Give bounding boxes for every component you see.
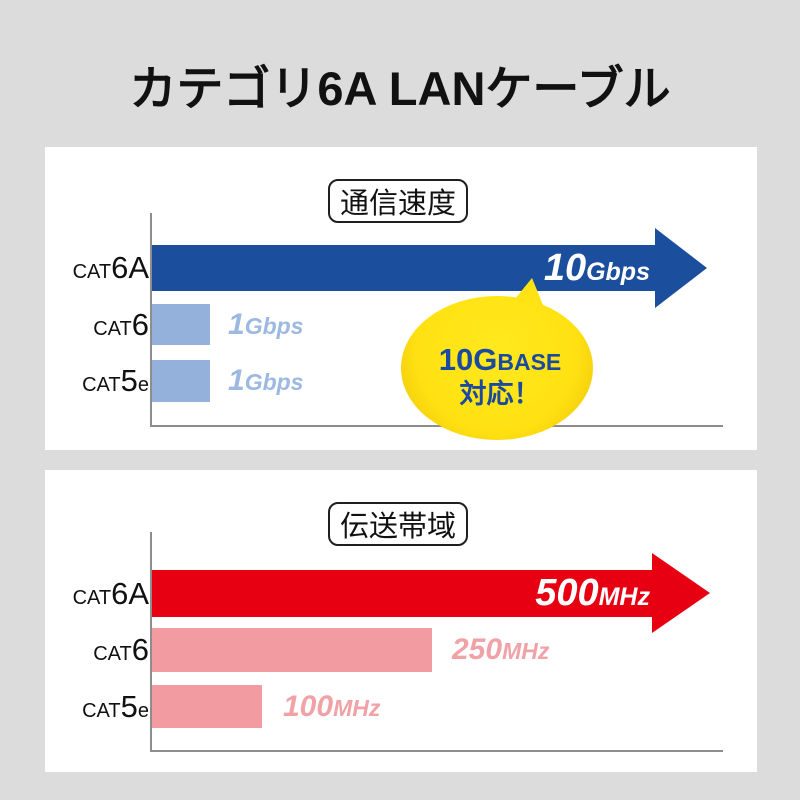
value-unit: MHz: [333, 695, 381, 721]
speed-bar-cat6a: [152, 245, 655, 291]
value-number: 1: [228, 308, 245, 341]
bandwidth-chart-title: 伝送帯域: [339, 511, 456, 543]
speed-row-label-cat6a: CAT6A: [53, 245, 149, 291]
value-number: 500: [535, 572, 599, 614]
speed-value-cat6a: 10Gbps: [445, 245, 650, 291]
cat-main: 6: [131, 307, 149, 342]
cat-prefix: CAT: [82, 700, 121, 722]
bubble-line-2: 対応！: [459, 379, 541, 410]
cat-prefix: CAT: [93, 643, 132, 665]
cat-suffix: e: [137, 374, 149, 396]
speed-bar-cat5e: [152, 360, 210, 402]
bandwidth-row-label-cat6a: CAT6A: [53, 570, 149, 617]
bubble-small-text: BASE: [497, 349, 562, 375]
bandwidth-chart-panel: 伝送帯域 CAT6A 500MHz CAT6 250MHz CAT5e 100M…: [45, 470, 757, 772]
speed-chart-title: 通信速度: [339, 188, 456, 220]
cat-prefix: CAT: [82, 374, 121, 396]
bandwidth-value-cat5e: 100MHz: [283, 685, 380, 728]
bandwidth-y-axis: [150, 532, 152, 752]
value-unit: Gbps: [244, 369, 304, 395]
cat-suffix: e: [137, 700, 149, 722]
bandwidth-bar-cat5e: [152, 685, 262, 728]
cat-prefix: CAT: [93, 318, 132, 340]
cat-main: 5: [120, 689, 138, 724]
bubble-line-1: 10GBASE: [395, 342, 605, 377]
value-unit: MHz: [598, 583, 650, 611]
callout-bubble: [401, 278, 593, 440]
cat-main: 5: [120, 363, 138, 398]
speed-value-cat6: 1Gbps: [228, 304, 303, 345]
value-number: 100: [283, 690, 334, 723]
callout-bubble-text: 10GBASE 対応！: [395, 342, 605, 410]
value-unit: MHz: [502, 638, 550, 664]
bandwidth-row-label-cat5e: CAT5e: [53, 685, 149, 728]
bandwidth-chart-title-box: 伝送帯域: [328, 502, 468, 546]
value-unit: Gbps: [244, 313, 304, 339]
bandwidth-value-cat6: 250MHz: [452, 628, 549, 672]
value-number: 1: [228, 364, 245, 397]
bandwidth-arrowhead-cat6a: [652, 553, 710, 633]
speed-y-axis: [150, 213, 152, 427]
speed-chart-title-box: 通信速度: [328, 179, 468, 223]
page-title: カテゴリ6A LANケーブル: [129, 62, 671, 115]
speed-row-label-cat6: CAT6: [53, 304, 149, 345]
speed-row-label-cat5e: CAT5e: [53, 360, 149, 402]
bandwidth-value-cat6a: 500MHz: [445, 570, 650, 617]
value-unit: Gbps: [586, 258, 650, 286]
cat-prefix: CAT: [72, 261, 112, 283]
speed-arrowhead-cat6a: [655, 228, 707, 308]
bandwidth-bar-cat6a: [152, 570, 652, 617]
bandwidth-bar-cat6: [152, 628, 432, 672]
speed-x-axis: [150, 425, 723, 427]
bandwidth-x-axis: [150, 750, 723, 752]
speed-bar-cat6: [152, 304, 210, 345]
cat-prefix: CAT: [72, 587, 112, 609]
cat-main: 6A: [111, 576, 149, 611]
cat-main: 6A: [111, 250, 149, 285]
bandwidth-row-label-cat6: CAT6: [53, 628, 149, 672]
cat-main: 6: [131, 632, 149, 667]
value-number: 250: [452, 633, 503, 666]
speed-chart-panel: 通信速度 CAT6A 10Gbps CAT6 1Gbps CAT5e 1Gbps: [45, 147, 757, 450]
speed-value-cat5e: 1Gbps: [228, 360, 303, 402]
value-number: 10: [543, 247, 587, 289]
bubble-big-text: 10G: [438, 342, 498, 377]
